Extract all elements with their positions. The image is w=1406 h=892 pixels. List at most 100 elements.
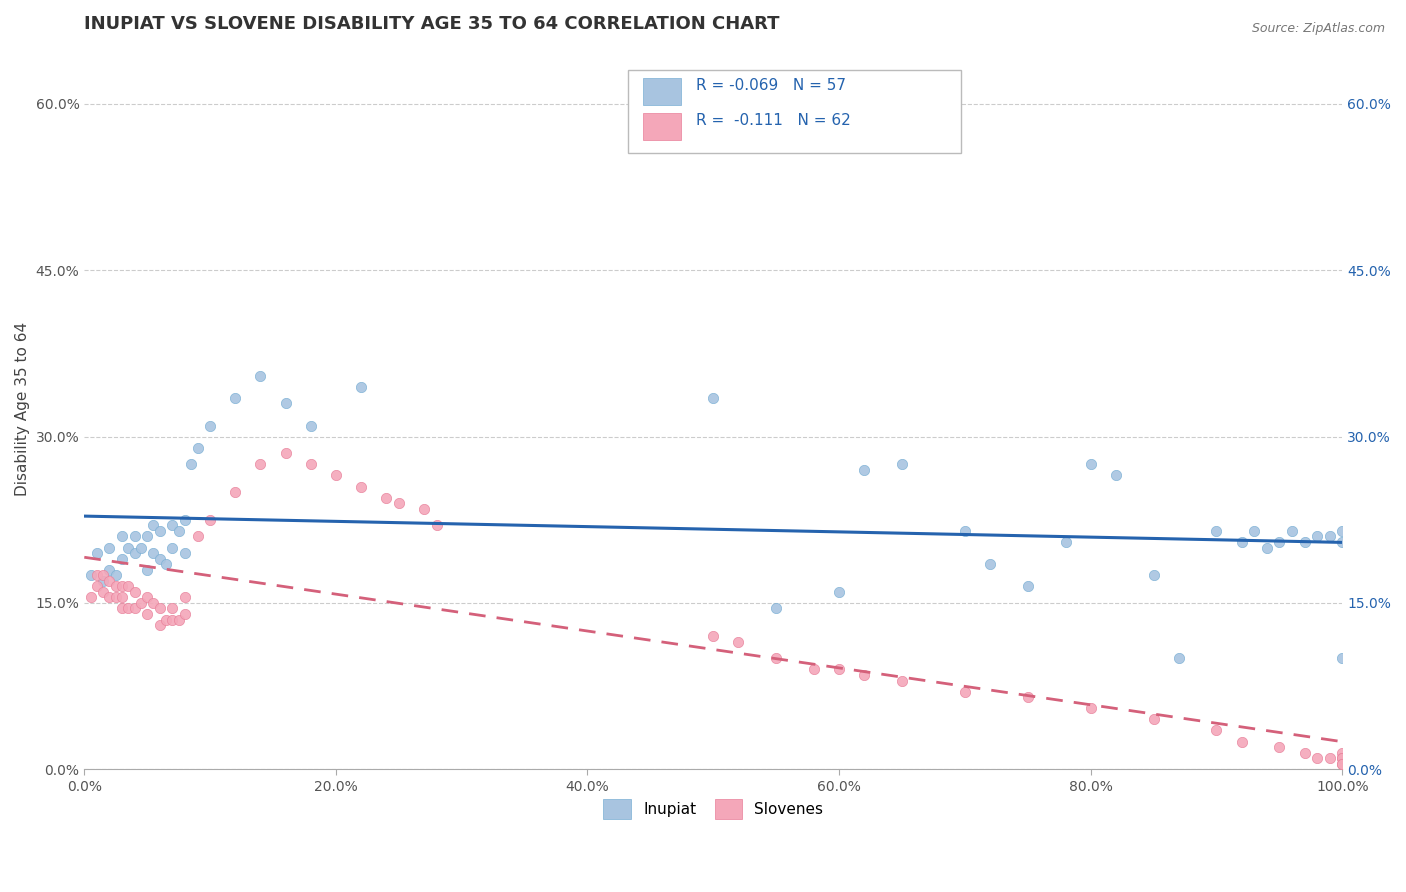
Point (1080, 701, 1102, 715)
Point (136, 591, 159, 605)
Point (186, 529, 208, 543)
Point (149, 551, 172, 566)
Point (1331, 535, 1354, 549)
Point (1319, 529, 1341, 543)
Point (274, 396, 297, 410)
Point (162, 518, 184, 533)
Point (86, 579, 108, 593)
Point (853, 668, 876, 682)
Point (891, 458, 914, 472)
Point (124, 546, 146, 560)
Point (111, 529, 134, 543)
Point (149, 524, 172, 538)
Point (1331, 751, 1354, 765)
Point (174, 513, 197, 527)
Point (1017, 690, 1039, 705)
Point (1331, 746, 1354, 760)
Point (91, 568, 114, 582)
Point (953, 684, 976, 698)
Point (1230, 535, 1253, 549)
Y-axis label: Disability Age 35 to 64: Disability Age 35 to 64 (15, 322, 30, 496)
Point (180, 458, 202, 472)
Point (1205, 524, 1227, 538)
Point (249, 368, 271, 383)
Point (1054, 535, 1077, 549)
Point (129, 541, 152, 555)
Point (413, 501, 436, 516)
Point (162, 613, 184, 627)
Point (1294, 746, 1316, 760)
Point (174, 607, 197, 621)
Point (86, 546, 108, 560)
Point (1105, 468, 1128, 483)
Point (1230, 734, 1253, 748)
Point (117, 601, 139, 615)
Point (91, 574, 114, 588)
Point (765, 601, 787, 615)
Point (79, 568, 101, 582)
Point (1268, 740, 1291, 755)
Point (350, 479, 373, 493)
Point (104, 591, 127, 605)
Point (1268, 535, 1291, 549)
Point (1331, 756, 1354, 771)
Point (167, 613, 190, 627)
Point (299, 418, 322, 433)
Point (124, 601, 146, 615)
Point (111, 551, 134, 566)
Point (224, 391, 246, 405)
FancyBboxPatch shape (627, 70, 962, 153)
Point (1142, 712, 1164, 726)
Point (124, 529, 146, 543)
Point (325, 468, 347, 483)
Point (1167, 651, 1189, 665)
Point (1331, 756, 1354, 771)
Point (104, 568, 127, 582)
Point (828, 663, 851, 677)
Point (79, 591, 101, 605)
Point (1294, 535, 1316, 549)
Point (979, 557, 1001, 571)
Point (953, 524, 976, 538)
Text: R = -0.069   N = 57: R = -0.069 N = 57 (696, 78, 845, 93)
Point (853, 463, 876, 477)
Point (299, 458, 322, 472)
Text: R =  -0.111   N = 62: R = -0.111 N = 62 (696, 112, 851, 128)
Point (828, 585, 851, 599)
Point (765, 651, 787, 665)
Point (155, 557, 177, 571)
Point (142, 546, 165, 560)
Point (186, 441, 208, 455)
Point (388, 496, 411, 510)
Point (1281, 524, 1303, 538)
Point (111, 579, 134, 593)
Point (425, 518, 447, 533)
Point (98, 563, 121, 577)
Point (375, 491, 398, 505)
Point (98, 541, 121, 555)
Point (1319, 751, 1341, 765)
Point (198, 418, 221, 433)
Point (117, 541, 139, 555)
Point (174, 546, 197, 560)
Point (155, 613, 177, 627)
Point (98, 574, 121, 588)
Point (167, 524, 190, 538)
Legend: Inupiat, Slovenes: Inupiat, Slovenes (596, 791, 831, 827)
Text: INUPIAT VS SLOVENE DISABILITY AGE 35 TO 64 CORRELATION CHART: INUPIAT VS SLOVENE DISABILITY AGE 35 TO … (84, 15, 780, 33)
Point (98, 591, 121, 605)
Point (1080, 458, 1102, 472)
Point (803, 663, 825, 677)
Point (149, 618, 172, 632)
Point (1331, 524, 1354, 538)
Point (111, 591, 134, 605)
Point (136, 529, 159, 543)
Point (350, 380, 373, 394)
Point (104, 579, 127, 593)
Point (891, 673, 914, 688)
Point (142, 518, 165, 533)
Text: Source: ZipAtlas.com: Source: ZipAtlas.com (1251, 22, 1385, 36)
Point (162, 601, 184, 615)
Point (1306, 751, 1329, 765)
Point (174, 591, 197, 605)
